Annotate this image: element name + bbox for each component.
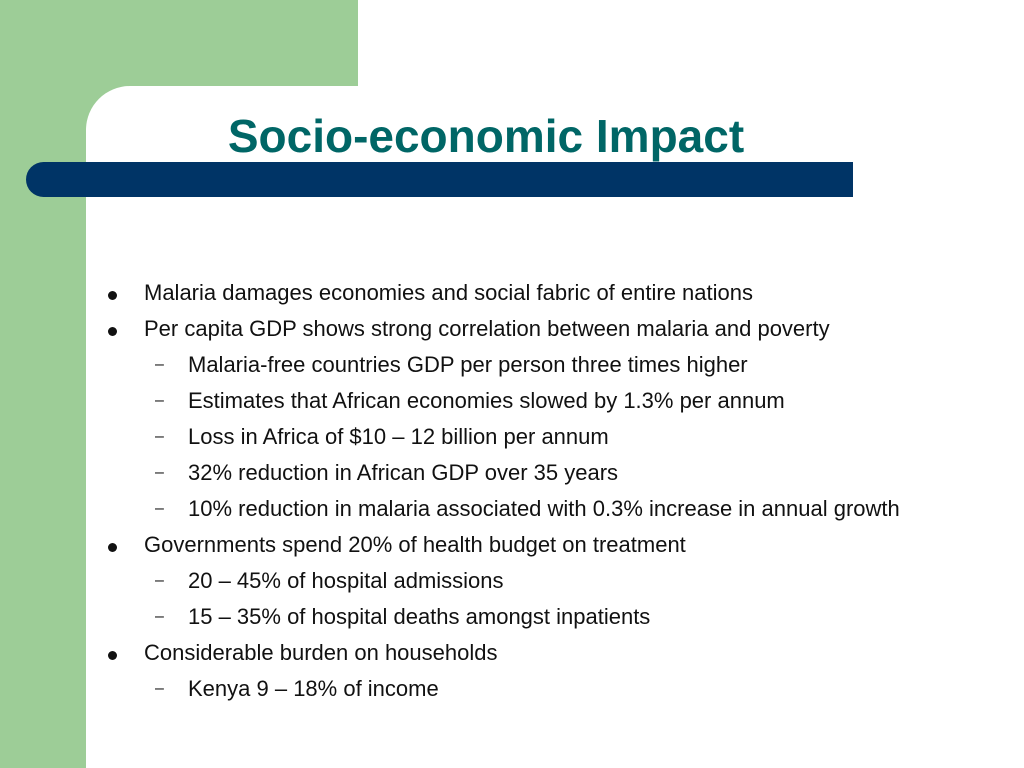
sub-bullet-item: – 15 – 35% of hospital deaths amongst in… <box>100 602 960 632</box>
slide-title: Socio-economic Impact <box>227 110 745 162</box>
sub-bullet-item: – Estimates that African economies slowe… <box>100 386 960 416</box>
bullet-text: Governments spend 20% of health budget o… <box>144 532 686 557</box>
sub-bullet-text: 10% reduction in malaria associated with… <box>188 496 900 521</box>
dash-icon: – <box>155 500 164 517</box>
bullet-list: Malaria damages economies and social fab… <box>100 278 960 710</box>
sub-bullet-text: 15 – 35% of hospital deaths amongst inpa… <box>188 604 651 629</box>
bullet-dot-icon <box>108 543 117 552</box>
bullet-dot-icon <box>108 291 117 300</box>
sub-bullet-item: – 20 – 45% of hospital admissions <box>100 566 960 596</box>
sub-bullet-item: – Malaria-free countries GDP per person … <box>100 350 960 380</box>
bullet-text: Considerable burden on households <box>144 640 498 665</box>
dash-icon: – <box>155 428 164 445</box>
sub-bullet-text: Kenya 9 – 18% of income <box>188 676 439 701</box>
sub-bullet-text: Estimates that African economies slowed … <box>188 388 785 413</box>
bullet-item: Governments spend 20% of health budget o… <box>100 530 960 560</box>
bullet-item: Considerable burden on households <box>100 638 960 668</box>
sub-bullet-text: 20 – 45% of hospital admissions <box>188 568 504 593</box>
dash-icon: – <box>155 680 164 697</box>
sub-bullet-text: Malaria-free countries GDP per person th… <box>188 352 748 377</box>
dash-icon: – <box>155 608 164 625</box>
dash-icon: – <box>155 572 164 589</box>
dash-icon: – <box>155 464 164 481</box>
bullet-dot-icon <box>108 651 117 660</box>
dash-icon: – <box>155 392 164 409</box>
dash-icon: – <box>155 356 164 373</box>
sub-bullet-item: – 10% reduction in malaria associated wi… <box>100 494 960 524</box>
bullet-text: Malaria damages economies and social fab… <box>144 280 753 305</box>
bullet-item: Malaria damages economies and social fab… <box>100 278 960 308</box>
sub-bullet-text: Loss in Africa of $10 – 12 billion per a… <box>188 424 609 449</box>
sub-bullet-item: – Kenya 9 – 18% of income <box>100 674 960 704</box>
sub-bullet-item: – Loss in Africa of $10 – 12 billion per… <box>100 422 960 452</box>
bullet-item: Per capita GDP shows strong correlation … <box>100 314 960 344</box>
bullet-text: Per capita GDP shows strong correlation … <box>144 316 830 341</box>
bullet-dot-icon <box>108 327 117 336</box>
content-panel <box>86 86 1024 768</box>
title-underline-bar <box>26 162 853 197</box>
sub-bullet-item: – 32% reduction in African GDP over 35 y… <box>100 458 960 488</box>
sub-bullet-text: 32% reduction in African GDP over 35 yea… <box>188 460 619 485</box>
